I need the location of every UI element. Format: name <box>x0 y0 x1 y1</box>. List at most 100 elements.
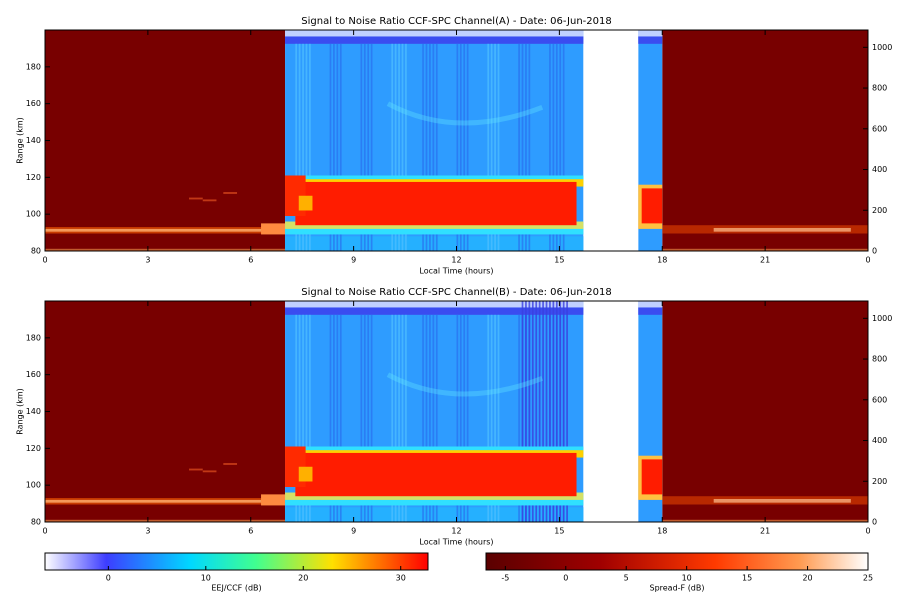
heatmap-fill <box>487 43 490 251</box>
heatmap-fill <box>528 43 531 251</box>
heatmap-fill <box>525 43 527 251</box>
heatmap-fill <box>549 301 551 522</box>
y-tick-label: 120 <box>26 444 41 453</box>
y-tick-label: 80 <box>31 518 41 527</box>
x-tick-label: 12 <box>451 256 461 265</box>
heatmap-fill <box>429 314 431 522</box>
heatmap-fill <box>394 43 397 251</box>
colorbar-tick-label: 10 <box>682 574 692 583</box>
heatmap-fill <box>45 30 286 251</box>
heatmap-fill <box>367 314 370 522</box>
heatmap-fill <box>261 223 286 235</box>
heatmap-fill <box>405 43 407 251</box>
heatmap-fill <box>638 36 663 44</box>
colorbar-tick-label: 0 <box>106 574 111 583</box>
heatmap-fill <box>425 43 428 251</box>
heatmap-fill <box>638 301 663 308</box>
heatmap-fill <box>555 301 558 522</box>
y2-tick-label: 200 <box>872 206 887 215</box>
heatmap-fill <box>638 30 663 37</box>
heatmap-fill <box>490 43 493 251</box>
colorbar-tick-label: 15 <box>742 574 752 583</box>
heatmap-fill <box>494 314 496 522</box>
heatmap-fill <box>559 43 562 251</box>
heatmap-fill <box>459 314 462 522</box>
y-tick-label: 160 <box>26 370 41 379</box>
y-axis-label: Range (km) <box>16 117 25 164</box>
colorbar <box>485 552 869 571</box>
heatmap-fill <box>309 314 311 522</box>
x-tick-label: 0 <box>42 527 47 536</box>
heatmap <box>45 301 868 522</box>
heatmap-fill <box>456 314 459 522</box>
y2-tick-label: 600 <box>872 395 887 404</box>
x-tick-label: 0 <box>865 256 870 265</box>
y2-tick-label: 400 <box>872 165 887 174</box>
heatmap-fill <box>45 519 286 522</box>
y2-tick-label: 1000 <box>872 43 892 52</box>
y2-tick-label: 400 <box>872 436 887 445</box>
y2-tick-label: 800 <box>872 355 887 364</box>
heatmap-fill <box>463 43 466 251</box>
heatmap-fill <box>518 43 520 251</box>
heatmap-fill <box>302 43 304 251</box>
heatmap-fill <box>549 43 551 251</box>
x-tick-label: 0 <box>865 527 870 536</box>
heatmap-fill <box>329 43 332 251</box>
x-tick-label: 6 <box>248 256 253 265</box>
heatmap-fill <box>302 314 304 522</box>
heatmap-fill <box>583 301 639 522</box>
heatmap-fill <box>545 301 548 522</box>
y-axis-label: Range (km) <box>16 388 25 435</box>
heatmap-fill <box>456 43 459 251</box>
heatmap-fill <box>367 43 370 251</box>
y-tick-label: 160 <box>26 99 41 108</box>
x-tick-label: 21 <box>760 256 770 265</box>
heatmap-fill <box>285 30 584 37</box>
colorbar-label: Spread-F (dB) <box>649 584 704 593</box>
colorbar-tick-label: 20 <box>298 574 308 583</box>
heatmap-fill <box>45 301 286 522</box>
heatmap-fill <box>189 197 203 200</box>
y2-tick-label: 600 <box>872 124 887 133</box>
x-tick-label: 21 <box>760 527 770 536</box>
colorbar-tick-label: 30 <box>396 574 406 583</box>
heatmap-fill <box>432 43 435 251</box>
y-tick-label: 140 <box>26 136 41 145</box>
heatmap-fill <box>202 470 217 473</box>
colorbar <box>44 552 429 571</box>
heatmap-fill <box>45 228 286 232</box>
colorbar-tick-label: 20 <box>802 574 812 583</box>
heatmap-fill <box>202 199 217 202</box>
x-tick-label: 9 <box>351 527 356 536</box>
heatmap-fill <box>583 30 639 251</box>
heatmap-fill <box>463 314 466 522</box>
x-tick-label: 9 <box>351 256 356 265</box>
heatmap-fill <box>360 314 363 522</box>
heatmap-fill <box>562 301 565 522</box>
x-axis-label: Local Time (hours) <box>419 267 493 276</box>
heatmap-fill <box>422 43 424 251</box>
heatmap-fill <box>394 314 397 522</box>
heatmap-fill <box>562 43 565 251</box>
heatmap-fill <box>398 43 400 251</box>
heatmap-fill <box>386 372 544 397</box>
heatmap-fill <box>641 188 663 224</box>
heatmap-fill <box>333 43 335 251</box>
heatmap-fill <box>298 43 301 251</box>
heatmap <box>45 30 868 251</box>
heatmap-fill <box>45 248 286 251</box>
heatmap-fill <box>336 314 339 522</box>
x-tick-label: 18 <box>657 256 667 265</box>
heatmap-fill <box>329 314 332 522</box>
heatmap-fill <box>295 314 298 522</box>
colorbar-tick-label: 0 <box>563 574 568 583</box>
heatmap-fill <box>641 459 663 495</box>
heatmap-fill <box>435 43 438 251</box>
heatmap-fill <box>295 43 298 251</box>
heatmap-fill <box>466 43 469 251</box>
y-tick-label: 140 <box>26 407 41 416</box>
x-tick-label: 12 <box>451 527 461 536</box>
heatmap-fill <box>336 43 339 251</box>
